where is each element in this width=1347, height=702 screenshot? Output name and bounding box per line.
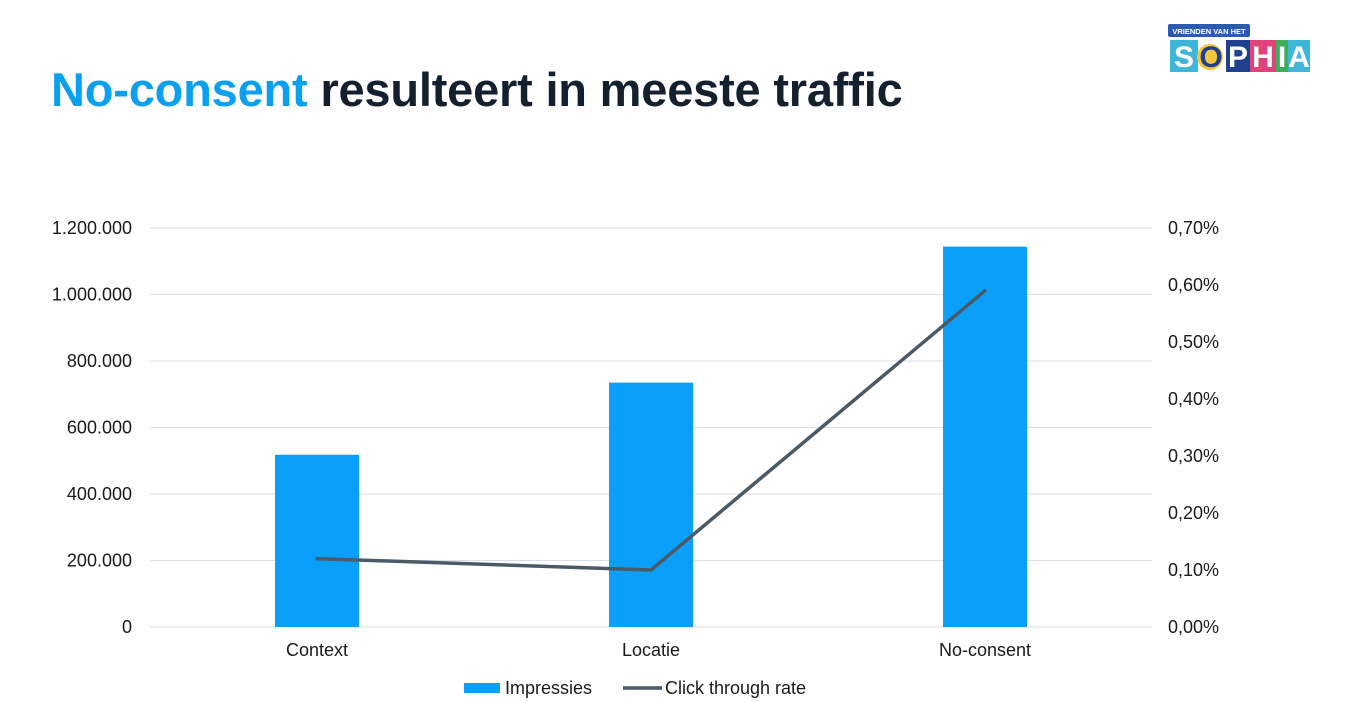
right-tick-label: 0,70% <box>1168 218 1219 238</box>
legend-label-ctr: Click through rate <box>665 678 806 698</box>
bar-impressies <box>275 454 359 627</box>
logo-letter: P <box>1228 41 1248 74</box>
category-label: Context <box>286 640 348 660</box>
bar-impressies <box>943 246 1027 627</box>
left-tick-label: 0 <box>122 617 132 637</box>
logo-letter: I <box>1278 41 1286 74</box>
logo-letter-block <box>1170 40 1198 72</box>
logo-letter-block <box>1288 40 1310 72</box>
right-tick-label: 0,60% <box>1168 275 1219 295</box>
ctr-line <box>315 288 987 572</box>
title-accent: No-consent <box>51 63 308 116</box>
logo-small-text: VRIENDEN VAN HET <box>1172 27 1246 36</box>
logo-letter: A <box>1288 41 1310 74</box>
category-label: Locatie <box>622 640 680 660</box>
left-tick-label: 1.000.000 <box>52 285 132 305</box>
legend: Impressies Click through rate <box>464 678 806 698</box>
logo-letter-o-shape <box>1197 44 1223 70</box>
logo-letter: H <box>1252 41 1274 74</box>
logo-letter-block <box>1276 40 1288 72</box>
right-tick-label: 0,50% <box>1168 332 1219 352</box>
logo-letter-block <box>1226 40 1250 72</box>
left-tick-label: 400.000 <box>67 484 132 504</box>
left-tick-label: 1.200.000 <box>52 218 132 238</box>
logo-letter: S <box>1174 41 1194 74</box>
right-tick-label: 0,40% <box>1168 389 1219 409</box>
legend-swatch-impressies <box>464 683 500 693</box>
right-tick-label: 0,30% <box>1168 446 1219 466</box>
left-tick-label: 200.000 <box>67 551 132 571</box>
logo-letter-block <box>1250 40 1276 72</box>
bar-impressies <box>609 382 693 627</box>
left-axis-ticks: 0 200.000 400.000 600.000 800.000 1.000.000 1.… <box>52 218 132 637</box>
right-axis-ticks: 0,00% 0,10% 0,20% 0,30% 0,40% 0,50% 0,60% 0,70% <box>1168 218 1219 637</box>
right-tick-label: 0,20% <box>1168 503 1219 523</box>
left-tick-label: 600.000 <box>67 418 132 438</box>
legend-label-impressies: Impressies <box>505 678 592 698</box>
title-rest: resulteert in meeste traffic <box>307 63 903 116</box>
logo-letter: O <box>1199 41 1222 74</box>
category-label: No-consent <box>939 640 1031 660</box>
category-labels: Context Locatie No-consent <box>286 640 1031 660</box>
right-tick-label: 0,00% <box>1168 617 1219 637</box>
slide-title: No-consent resulteert in meeste traffic <box>51 62 903 117</box>
left-tick-label: 800.000 <box>67 351 132 371</box>
bars <box>275 246 1027 627</box>
right-tick-label: 0,10% <box>1168 560 1219 580</box>
logo-banner <box>1168 24 1250 37</box>
